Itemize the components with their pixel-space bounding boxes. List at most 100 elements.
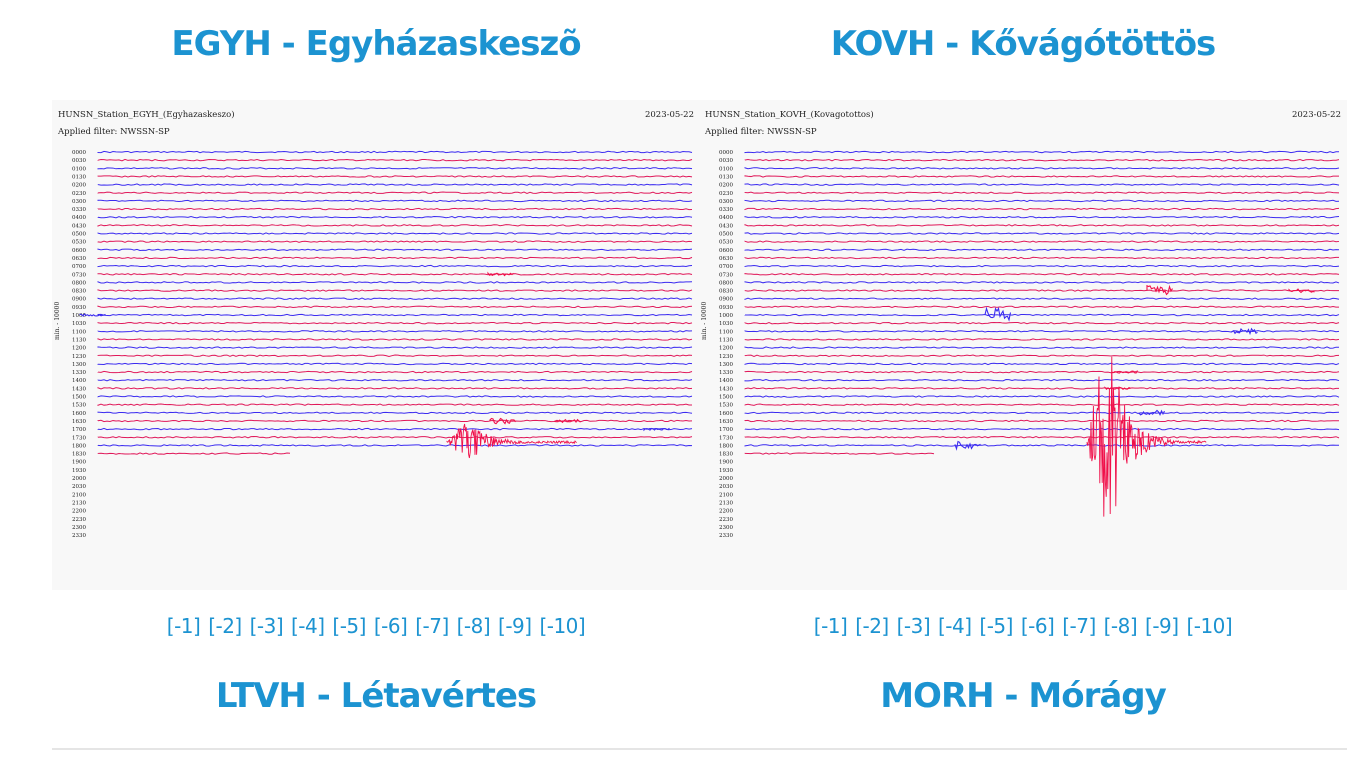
- plot-filter-label: Applied filter: NWSSN-SP: [705, 127, 817, 137]
- hour-tick-label: 0430: [719, 223, 733, 229]
- seismogram-trace: [97, 248, 693, 252]
- day-link[interactable]: [-3]: [896, 614, 931, 638]
- seismogram-trace: [744, 289, 1340, 292]
- seismogram-trace: [744, 281, 1340, 284]
- plot-filter-label: Applied filter: NWSSN-SP: [58, 127, 170, 137]
- next-plot-edge: [699, 748, 1347, 750]
- seismic-event-blip: [1288, 288, 1315, 294]
- hour-tick-label: 2100: [72, 492, 86, 498]
- hour-tick-label: 0400: [72, 215, 86, 221]
- day-link[interactable]: [-6]: [373, 614, 408, 638]
- hour-tick-label: 0630: [72, 256, 86, 262]
- hour-tick-label: 1000: [719, 313, 733, 319]
- day-link[interactable]: [-4]: [938, 614, 972, 638]
- seismogram-trace: [97, 362, 693, 366]
- hour-tick-label: 0300: [719, 199, 733, 205]
- seismogram-trace: [744, 378, 1340, 382]
- seismogram-trace: [97, 273, 693, 276]
- hour-tick-label: 1330: [719, 370, 733, 376]
- hour-tick-label: 2200: [72, 509, 86, 515]
- seismogram-trace: [744, 224, 1340, 227]
- seismogram-trace: [97, 289, 693, 292]
- day-links: [-1] [-2] [-3] [-4] [-5] [-6] [-7] [-8] …: [52, 614, 700, 638]
- seismogram-trace: [744, 436, 1340, 439]
- seismogram-trace: [97, 395, 693, 398]
- hour-tick-label: 0530: [72, 240, 86, 246]
- day-link[interactable]: [-6]: [1020, 614, 1055, 638]
- day-link[interactable]: [-1]: [813, 614, 848, 638]
- seismogram-trace: [744, 273, 1340, 276]
- hour-tick-label: 1500: [719, 395, 733, 401]
- hour-tick-label: 1600: [72, 411, 86, 417]
- seismogram-trace: [97, 321, 693, 325]
- day-link[interactable]: [-1]: [166, 614, 201, 638]
- seismogram-trace: [97, 167, 693, 170]
- day-link[interactable]: [-9]: [1145, 614, 1179, 638]
- hour-tick-label: 0030: [719, 158, 733, 164]
- hour-tick-label: 0500: [72, 232, 86, 238]
- seismogram-trace: [744, 305, 1340, 309]
- seismogram-trace: [744, 264, 1340, 268]
- hour-tick-label: 1730: [72, 435, 86, 441]
- hour-tick-label: 0500: [719, 232, 733, 238]
- hour-tick-label: 1000: [72, 313, 86, 319]
- seismogram-trace: [97, 419, 693, 423]
- seismogram-trace: [744, 452, 935, 455]
- day-link[interactable]: [-3]: [249, 614, 284, 638]
- day-link[interactable]: [-8]: [456, 614, 491, 638]
- hour-tick-label: 0830: [72, 289, 86, 295]
- seismogram-svg: 0000 0030 0100 0130 0200 0230 0300 0330 0400 0430…: [719, 150, 1340, 539]
- day-link[interactable]: [-8]: [1103, 614, 1138, 638]
- hour-tick-label: 2030: [719, 484, 733, 490]
- hour-tick-label: 1730: [719, 435, 733, 441]
- hour-tick-label: 0600: [719, 248, 733, 254]
- hour-tick-label: 0900: [719, 297, 733, 303]
- day-link[interactable]: [-5]: [979, 614, 1013, 638]
- hour-tick-label: 1100: [72, 329, 86, 335]
- day-link[interactable]: [-7]: [415, 614, 449, 638]
- next-plot-edge: [52, 748, 700, 750]
- hour-tick-label: 0000: [72, 150, 86, 156]
- seismogram-trace: [744, 297, 1340, 301]
- seismogram-plot[interactable]: 0000 0030 0100 0130 0200 0230 0300 0330 0400 0430…: [52, 100, 700, 590]
- seismogram-trace: [97, 378, 693, 382]
- seismogram-trace: [97, 256, 693, 260]
- hour-tick-label: 1130: [719, 337, 733, 343]
- day-link[interactable]: [-10]: [1186, 614, 1233, 638]
- day-link[interactable]: [-10]: [539, 614, 586, 638]
- seismogram-trace: [744, 403, 1340, 406]
- plot-station-name: HUNSN_Station_EGYH_(Egyhazaskeszo): [58, 110, 235, 120]
- day-link[interactable]: [-2]: [855, 614, 889, 638]
- hour-tick-label: 1800: [72, 443, 86, 449]
- hour-tick-label: 2300: [719, 525, 733, 531]
- seismogram-trace: [97, 199, 693, 203]
- day-link[interactable]: [-4]: [291, 614, 325, 638]
- day-link[interactable]: [-5]: [332, 614, 366, 638]
- hour-tick-label: 0900: [72, 297, 86, 303]
- hour-tick-label: 0930: [72, 305, 86, 311]
- hour-tick-label: 1130: [72, 337, 86, 343]
- hour-tick-label: 0930: [719, 305, 733, 311]
- earthquake-waveform: [1086, 356, 1207, 517]
- seismogram-trace: [97, 370, 693, 374]
- seismogram-trace: [97, 411, 693, 414]
- seismogram-trace: [97, 330, 693, 333]
- hour-tick-label: 1230: [719, 354, 733, 360]
- day-link[interactable]: [-2]: [208, 614, 242, 638]
- seismogram-trace: [97, 387, 693, 390]
- hour-tick-label: 2130: [719, 500, 733, 506]
- hour-tick-label: 0300: [72, 199, 86, 205]
- seismogram-trace: [744, 240, 1340, 243]
- day-link[interactable]: [-7]: [1062, 614, 1096, 638]
- seismic-event-blip: [1146, 284, 1173, 296]
- seismogram-trace: [744, 199, 1340, 203]
- seismogram-trace: [97, 232, 693, 235]
- hour-tick-label: 1700: [719, 427, 733, 433]
- hour-tick-label: 1830: [72, 452, 86, 458]
- hour-tick-label: 0100: [72, 166, 86, 172]
- seismogram-plot[interactable]: 0000 0030 0100 0130 0200 0230 0300 0330 0400 0430…: [699, 100, 1347, 590]
- hour-tick-label: 2030: [72, 484, 86, 490]
- day-link[interactable]: [-9]: [498, 614, 532, 638]
- seismogram-trace: [97, 183, 693, 186]
- earthquake-waveform: [446, 423, 577, 459]
